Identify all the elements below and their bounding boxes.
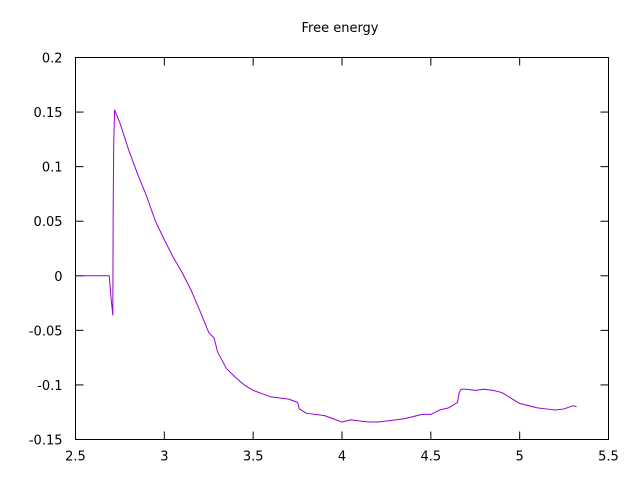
series-layer (75, 109, 577, 423)
x-tick-label: 5.5 (598, 450, 619, 465)
plot-frame (75, 57, 609, 440)
y-tick-label: 0.05 (34, 215, 63, 230)
free-energy-series-line (75, 109, 577, 423)
y-tick-label: 0 (54, 270, 62, 285)
chart-title: Free energy (301, 21, 378, 36)
x-tick-label: 3.5 (243, 450, 264, 465)
y-tick-label: -0.1 (37, 379, 62, 394)
y-tick-label: 0.2 (42, 52, 63, 67)
y-tick-label: -0.15 (29, 434, 63, 449)
ticks-layer: 2.5 3 3.5 4 4.5 5 5.5 0.2 0.15 0.1 0.05 0 -0.05 -0.1 -… (29, 52, 619, 465)
x-tick-label: 5 (516, 450, 524, 465)
y-tick-label: -0.05 (29, 324, 63, 339)
x-tick-label: 4.5 (420, 450, 441, 465)
y-tick-label: 0.15 (34, 106, 63, 121)
y-tick-label: 0.1 (42, 161, 63, 176)
x-tick-label: 4 (338, 450, 346, 465)
x-tick-label: 3 (160, 450, 168, 465)
x-tick-label: 2.5 (65, 450, 86, 465)
